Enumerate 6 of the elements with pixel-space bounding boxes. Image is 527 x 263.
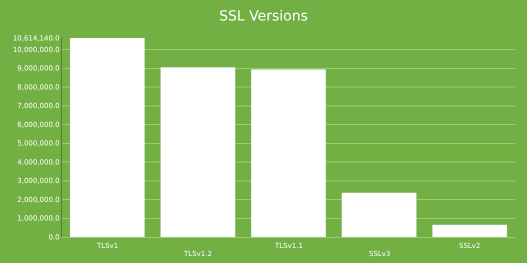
bar [70, 38, 145, 237]
chart-title: SSL Versions [219, 8, 308, 24]
bar [251, 69, 326, 237]
bar [160, 67, 236, 237]
bar [342, 192, 416, 237]
bar [432, 224, 508, 237]
